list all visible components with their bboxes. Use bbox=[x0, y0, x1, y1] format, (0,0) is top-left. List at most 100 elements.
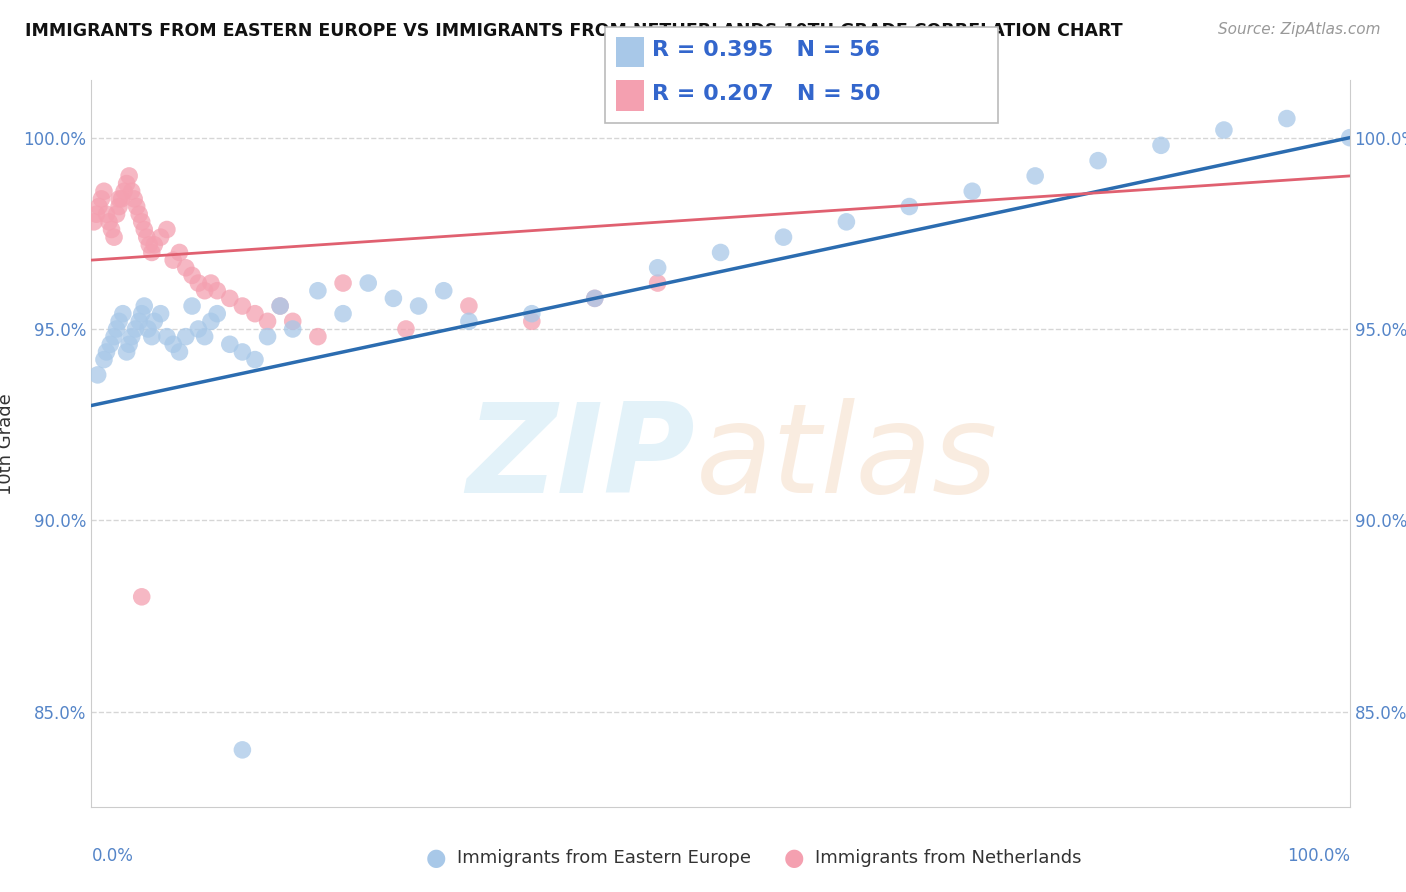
Point bbox=[243, 307, 266, 321]
Point bbox=[143, 237, 166, 252]
Point bbox=[1150, 138, 1173, 153]
Point bbox=[269, 299, 291, 313]
Point bbox=[125, 200, 148, 214]
Point bbox=[103, 329, 125, 343]
Point bbox=[205, 307, 228, 321]
Point bbox=[200, 314, 222, 328]
Point bbox=[128, 207, 150, 221]
Point bbox=[174, 260, 197, 275]
Point bbox=[583, 292, 606, 306]
Point bbox=[231, 345, 253, 359]
Text: Source: ZipAtlas.com: Source: ZipAtlas.com bbox=[1218, 22, 1381, 37]
Point bbox=[647, 276, 669, 290]
Point bbox=[141, 245, 163, 260]
Point bbox=[138, 237, 160, 252]
Point bbox=[1212, 123, 1236, 137]
Point bbox=[108, 200, 131, 214]
Point bbox=[115, 177, 138, 191]
Point bbox=[307, 284, 329, 298]
Point bbox=[200, 276, 222, 290]
Point bbox=[187, 276, 209, 290]
Point bbox=[205, 284, 228, 298]
Point bbox=[156, 329, 179, 343]
Point bbox=[86, 207, 108, 221]
Point bbox=[103, 230, 125, 244]
Point bbox=[121, 184, 143, 198]
Text: ZIP: ZIP bbox=[467, 398, 696, 519]
Point bbox=[90, 192, 112, 206]
Y-axis label: 10th Grade: 10th Grade bbox=[0, 392, 15, 495]
Point bbox=[108, 314, 131, 328]
Point bbox=[111, 307, 134, 321]
Point bbox=[520, 307, 543, 321]
Point bbox=[243, 352, 266, 367]
Point bbox=[709, 245, 731, 260]
Text: R = 0.207   N = 50: R = 0.207 N = 50 bbox=[652, 84, 882, 103]
Point bbox=[395, 322, 418, 336]
Point bbox=[647, 260, 669, 275]
Text: ●: ● bbox=[426, 847, 446, 870]
Point bbox=[332, 276, 354, 290]
Point bbox=[218, 292, 240, 306]
Point bbox=[281, 322, 304, 336]
Point bbox=[105, 322, 128, 336]
Point bbox=[141, 329, 163, 343]
Point bbox=[115, 345, 138, 359]
Point bbox=[181, 299, 204, 313]
Point bbox=[93, 352, 115, 367]
Point bbox=[332, 307, 354, 321]
Point bbox=[162, 337, 184, 351]
Point bbox=[357, 276, 380, 290]
Point bbox=[131, 307, 153, 321]
Point bbox=[520, 314, 543, 328]
Point bbox=[100, 222, 122, 236]
Point bbox=[174, 329, 197, 343]
Point bbox=[98, 215, 121, 229]
Point bbox=[108, 192, 131, 206]
Point bbox=[256, 329, 278, 343]
Point bbox=[105, 207, 128, 221]
Text: Immigrants from Eastern Europe: Immigrants from Eastern Europe bbox=[457, 849, 751, 867]
Point bbox=[231, 299, 253, 313]
Point bbox=[457, 314, 479, 328]
Point bbox=[86, 368, 108, 382]
Point bbox=[149, 307, 172, 321]
Point bbox=[382, 292, 405, 306]
Point bbox=[194, 329, 217, 343]
Point bbox=[122, 192, 145, 206]
Text: atlas: atlas bbox=[696, 398, 997, 519]
Text: R = 0.395   N = 56: R = 0.395 N = 56 bbox=[652, 40, 880, 60]
Point bbox=[87, 200, 110, 214]
Point bbox=[898, 200, 921, 214]
Point bbox=[218, 337, 240, 351]
Point bbox=[134, 299, 156, 313]
Point bbox=[143, 314, 166, 328]
Point bbox=[269, 299, 291, 313]
Text: IMMIGRANTS FROM EASTERN EUROPE VS IMMIGRANTS FROM NETHERLANDS 10TH GRADE CORRELA: IMMIGRANTS FROM EASTERN EUROPE VS IMMIGR… bbox=[25, 22, 1123, 40]
Point bbox=[96, 345, 118, 359]
Point bbox=[149, 230, 172, 244]
Point bbox=[256, 314, 278, 328]
Point bbox=[83, 215, 105, 229]
Point bbox=[457, 299, 479, 313]
Point bbox=[307, 329, 329, 343]
Point bbox=[772, 230, 794, 244]
Text: ●: ● bbox=[785, 847, 804, 870]
Point bbox=[124, 322, 146, 336]
Point bbox=[835, 215, 858, 229]
Point bbox=[118, 169, 141, 183]
Point bbox=[136, 322, 159, 336]
Point bbox=[1275, 112, 1298, 126]
Text: Immigrants from Netherlands: Immigrants from Netherlands bbox=[815, 849, 1083, 867]
Point bbox=[110, 192, 132, 206]
Point bbox=[1024, 169, 1046, 183]
Point bbox=[128, 314, 150, 328]
Point bbox=[583, 292, 606, 306]
Point bbox=[118, 337, 141, 351]
Point bbox=[194, 284, 217, 298]
Point bbox=[93, 184, 115, 198]
Point bbox=[408, 299, 430, 313]
Point bbox=[135, 230, 157, 244]
Point bbox=[1339, 130, 1361, 145]
Point bbox=[121, 329, 143, 343]
